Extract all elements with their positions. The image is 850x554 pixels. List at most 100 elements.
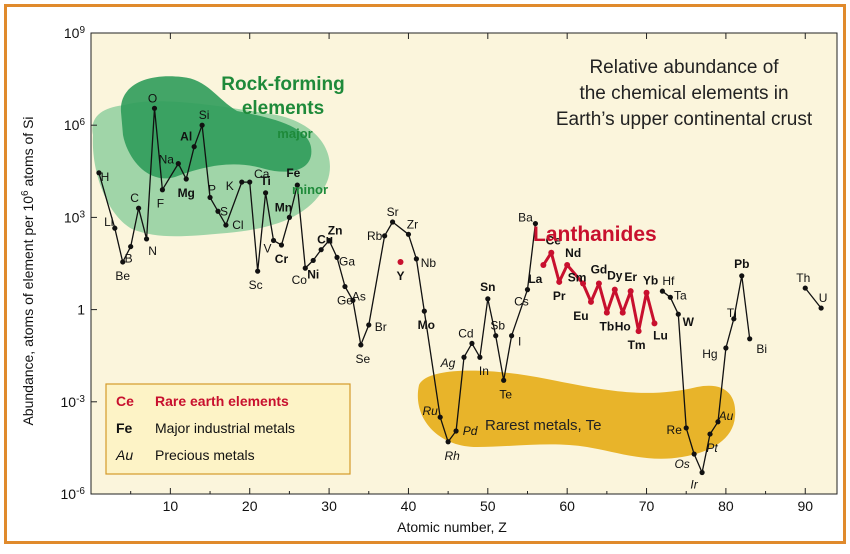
point-na (175, 161, 181, 167)
label-nd: Nd (565, 246, 581, 260)
label-ce: Ce (546, 234, 562, 248)
y-axis-label: Abundance, atoms of element per 106 atom… (20, 116, 37, 425)
point-tb (603, 309, 610, 316)
label-dy: Dy (607, 269, 623, 283)
point-th (802, 285, 808, 291)
point-be (120, 259, 126, 265)
label-h: H (101, 170, 110, 184)
point-mn (286, 214, 293, 220)
label-w: W (683, 315, 695, 329)
point-sn (485, 296, 491, 302)
label-i: I (518, 335, 521, 349)
point-eu (587, 298, 594, 305)
label-p: P (208, 182, 216, 196)
series-layer: H Li Be B C N O F Na Mg Al Si PS Cl K Ca Sc Ti VCr Mn Fe Co Ni… (96, 91, 827, 491)
main-series-line (662, 275, 751, 474)
chart-title-line-1: Relative abundance of (589, 57, 779, 78)
y-tick-label: 10-6 (61, 486, 86, 503)
point-h (96, 170, 102, 176)
label-u: U (819, 291, 828, 305)
point-s (215, 208, 221, 214)
point-mg (183, 176, 189, 182)
label-sr: Sr (387, 205, 399, 219)
label-in: In (479, 364, 489, 378)
label-na: Na (159, 153, 175, 167)
y-tick-label: 109 (64, 25, 86, 42)
point-rh (445, 439, 451, 445)
label-th: Th (796, 271, 810, 285)
point-cd (469, 340, 475, 347)
point-cl (223, 222, 229, 228)
label-te: Te (499, 387, 512, 401)
y-tick-label: 106 (64, 117, 86, 134)
minor-label: minor (292, 182, 328, 197)
point-ba (532, 220, 539, 227)
point-sm (580, 280, 587, 287)
ree-series-line (542, 251, 656, 333)
label-sc: Sc (249, 278, 263, 292)
point-tm (635, 328, 642, 335)
point-cu (318, 247, 324, 253)
x-tick-label: 30 (321, 498, 337, 514)
label-cl: Cl (232, 218, 243, 232)
label-co: Co (292, 273, 308, 287)
label-ti: Ti (260, 174, 270, 188)
point-pr (556, 278, 563, 285)
lanthanides-label: Lanthanides (533, 223, 657, 246)
label-se: Se (355, 352, 370, 366)
label-pb: Pb (734, 257, 749, 271)
label-cr: Cr (275, 252, 289, 266)
label-ag: Ag (440, 356, 456, 370)
point-o (151, 105, 158, 111)
x-tick-label: 20 (242, 498, 258, 514)
label-ru: Ru (423, 404, 439, 418)
point-f (159, 187, 166, 193)
legend-text-ree: Rare earth elements (155, 393, 289, 409)
legend: Ce Rare earth elements Fe Major industri… (105, 383, 351, 475)
point-ca (247, 179, 253, 185)
label-tl: Tl (727, 306, 737, 320)
point-co (302, 265, 308, 271)
label-rh: Rh (444, 449, 460, 463)
point-zr (405, 231, 412, 237)
label-re: Re (667, 423, 683, 437)
x-tick-label: 60 (559, 498, 575, 514)
label-pr: Pr (553, 289, 566, 303)
label-o: O (148, 91, 157, 105)
label-zr: Zr (407, 217, 418, 231)
legend-symbol-precious: Au (115, 447, 133, 463)
point-hg (723, 345, 729, 351)
legend-symbol-industrial: Fe (116, 420, 133, 436)
rock-forming-label-line-2: elements (242, 98, 324, 119)
point-nb (413, 256, 419, 262)
rarest-metals-region (417, 370, 736, 459)
label-be: Be (115, 269, 130, 283)
major-label: major (277, 126, 312, 141)
point-sb (493, 333, 499, 339)
label-bi: Bi (756, 342, 767, 356)
major-rock-forming-region (120, 76, 312, 179)
label-br: Br (375, 320, 387, 334)
point-si (199, 122, 205, 128)
point-n (143, 236, 150, 242)
label-li: Li (104, 215, 113, 229)
x-tick-label: 80 (718, 498, 734, 514)
label-cd: Cd (458, 326, 473, 340)
axes: 10 20 30 40 50 60 70 80 90 109 106 103 1 10-3 10-6 (61, 25, 814, 515)
label-rb: Rb (367, 229, 383, 243)
point-pd (453, 428, 459, 434)
label-mn: Mn (275, 200, 292, 214)
x-axis-label: Atomic number, Z (397, 519, 507, 535)
point-u (818, 305, 824, 311)
legend-text-precious: Precious metals (155, 447, 255, 463)
point-cs (524, 287, 531, 293)
label-zn: Zn (328, 223, 343, 237)
label-er: Er (624, 270, 637, 284)
point-v (270, 237, 277, 244)
point-tl (731, 316, 737, 322)
point-as (350, 297, 356, 303)
chart-title-line-2: the chemical elements in (579, 83, 788, 104)
point-la (540, 262, 547, 269)
label-ni: Ni (307, 267, 319, 281)
legend-symbol-ree: Ce (116, 393, 134, 409)
